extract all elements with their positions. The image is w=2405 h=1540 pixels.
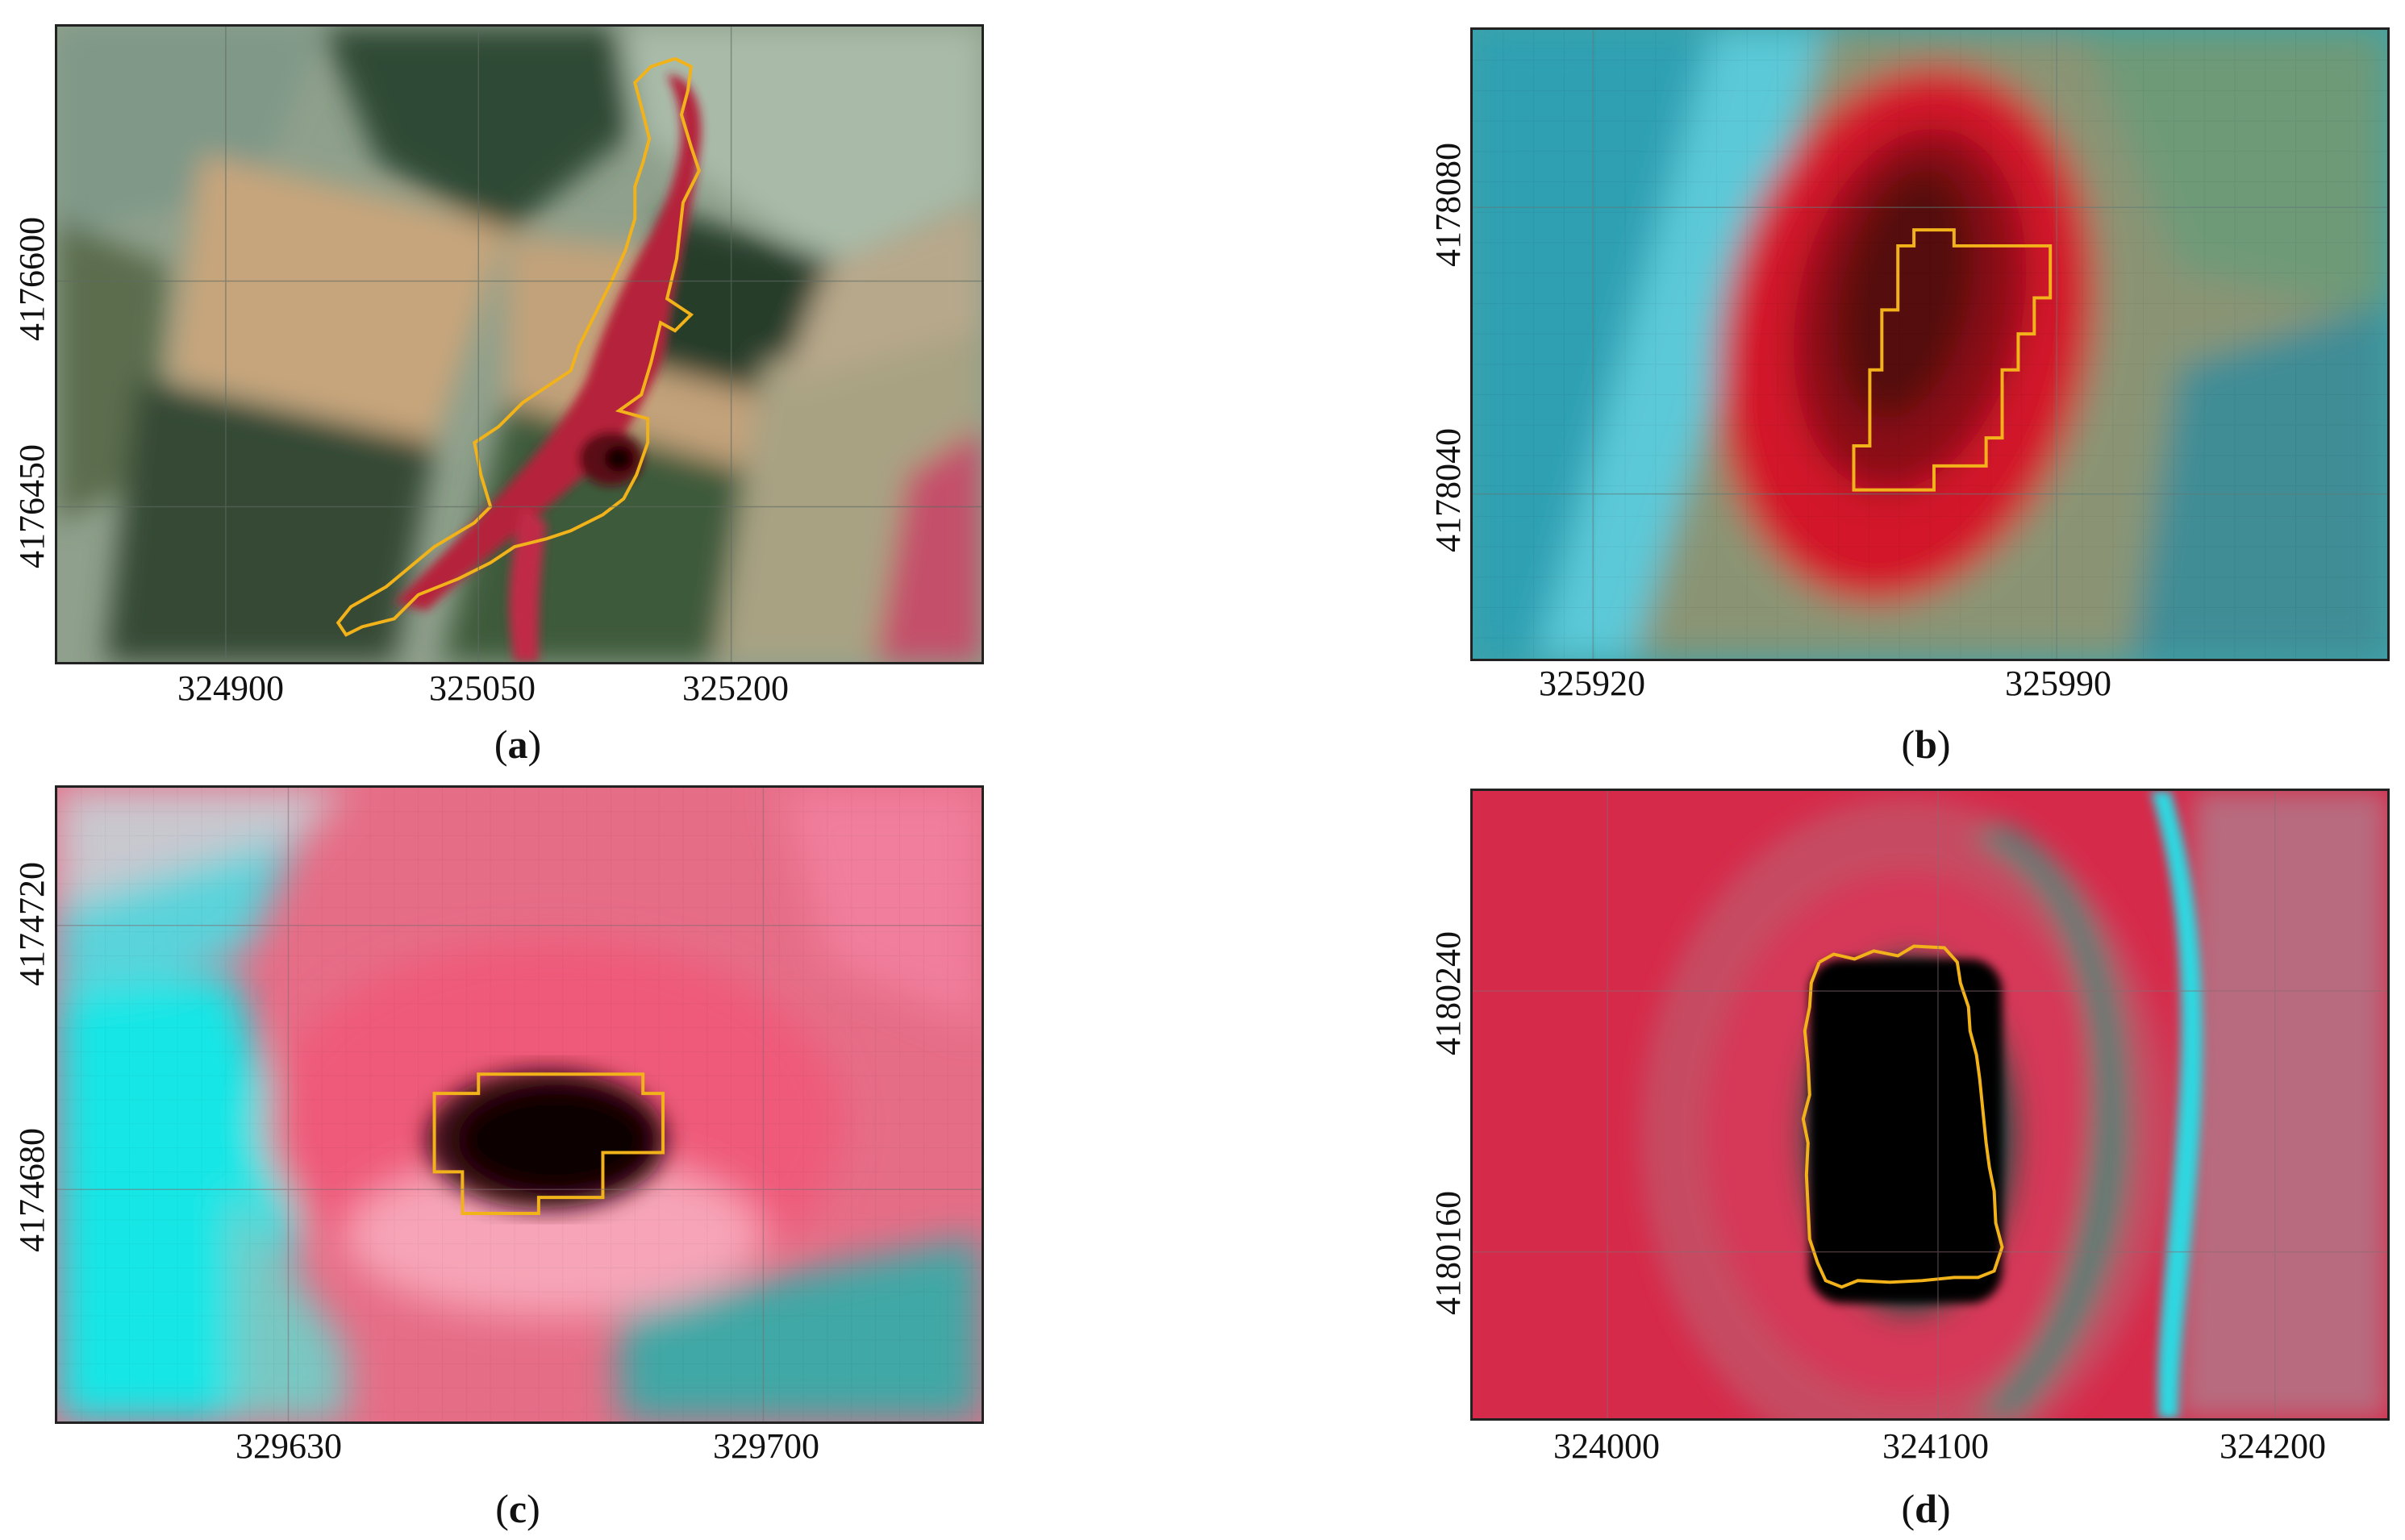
map-image-b	[1470, 27, 2390, 661]
x-tick-c-1: 329700	[713, 1426, 819, 1466]
panel-label-a: (a)	[494, 722, 542, 767]
x-tick-a-0: 324900	[177, 668, 284, 708]
map-image-d	[1470, 789, 2390, 1421]
y-tick-a-1: 4176450	[12, 444, 52, 568]
patch-outline-b	[1852, 228, 2053, 492]
map-image-a	[55, 24, 984, 664]
x-tick-a-1: 325050	[429, 668, 536, 708]
y-tick-d-0: 4180240	[1428, 931, 1468, 1055]
satellite-scene-a	[57, 27, 982, 662]
x-tick-d-1: 324100	[1882, 1426, 1989, 1466]
x-tick-b-1: 325990	[2005, 664, 2111, 703]
satellite-scene-c	[57, 788, 982, 1421]
x-tick-d-0: 324000	[1553, 1426, 1660, 1466]
y-tick-b-0: 4178080	[1428, 143, 1468, 267]
x-tick-c-0: 329630	[235, 1426, 342, 1466]
panel-letter-b: b	[1915, 722, 1937, 767]
satellite-scene-b	[1473, 30, 2387, 659]
y-tick-c-1: 4174680	[12, 1128, 52, 1252]
panel-letter-d: d	[1915, 1486, 1937, 1531]
pond-outline-c	[432, 1072, 665, 1215]
satellite-scene-d	[1473, 791, 2387, 1418]
y-tick-b-1: 4178040	[1428, 428, 1468, 552]
panel-label-d: (d)	[1901, 1486, 1951, 1531]
y-tick-d-1: 4180160	[1428, 1191, 1468, 1315]
panel-label-c: (c)	[495, 1486, 540, 1531]
panel-letter-c: c	[508, 1486, 527, 1531]
panel-letter-a: a	[507, 722, 528, 767]
panel-label-b: (b)	[1901, 722, 1951, 767]
y-tick-c-0: 4174720	[12, 862, 52, 986]
pond-outline-d	[1801, 944, 2004, 1289]
y-tick-a-0: 4176600	[12, 217, 52, 341]
x-tick-d-2: 324200	[2220, 1426, 2326, 1466]
wetland-outline-a	[336, 56, 701, 637]
map-image-c	[55, 785, 984, 1424]
x-tick-a-2: 325200	[682, 668, 789, 708]
x-tick-b-0: 325920	[1539, 664, 1645, 703]
